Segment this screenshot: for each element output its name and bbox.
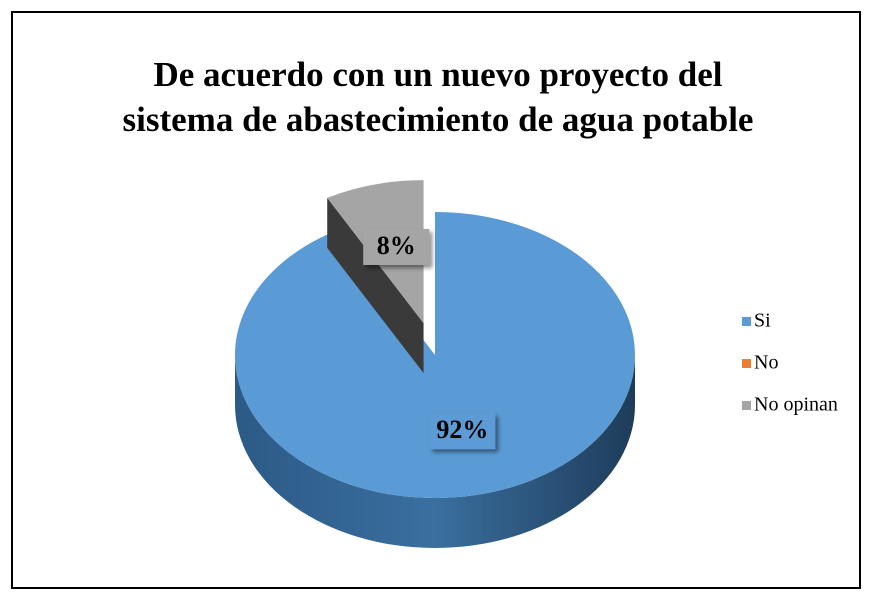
legend-swatch [742,401,751,410]
data-label: 8% [377,231,416,260]
data-label-box [363,228,430,265]
pie-slice [235,212,636,498]
legend-swatch [742,317,751,326]
legend-label: Si [754,310,771,332]
data-label-box [429,413,496,450]
slice-side [235,355,635,548]
chart-title: De acuerdo con un nuevo proyecto del [153,55,722,94]
chart-title: sistema de abastecimiento de agua potabl… [123,100,754,139]
legend-swatch [742,359,751,368]
data-label: 92% [436,415,488,444]
slice-cut-face [327,197,424,374]
legend-label: No [754,352,778,374]
legend-label: No opinan [754,394,838,416]
